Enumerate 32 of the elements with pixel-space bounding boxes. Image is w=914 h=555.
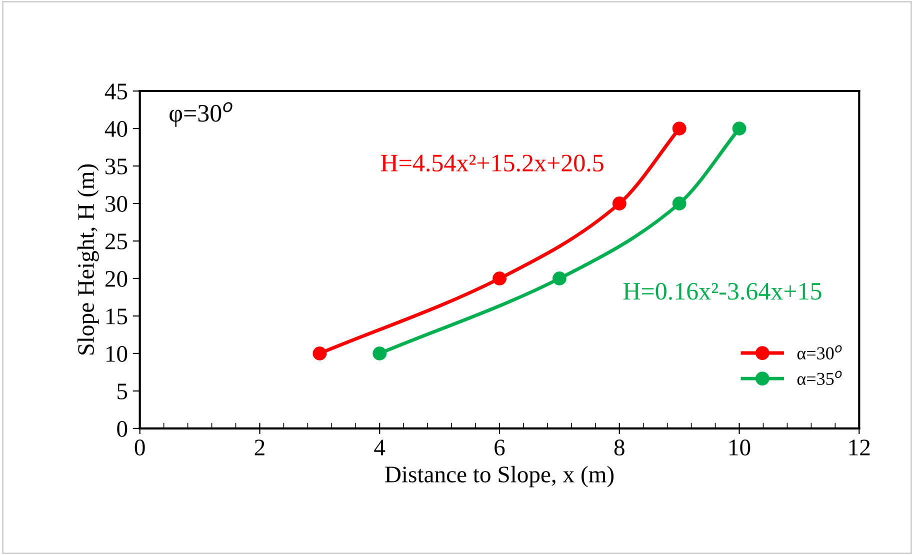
x-tick-label: 4 bbox=[374, 440, 386, 456]
point bbox=[312, 346, 327, 360]
y-tick-label: 30 bbox=[106, 196, 128, 212]
y-tick-label: 40 bbox=[104, 121, 128, 137]
x-tick-label: 8 bbox=[614, 440, 624, 456]
y-tick-label: 20 bbox=[105, 270, 128, 287]
point bbox=[612, 196, 626, 210]
x-tick-label: 12 bbox=[849, 440, 870, 456]
x-tick-label: 6 bbox=[494, 440, 505, 456]
y-tick-label: 10 bbox=[106, 346, 128, 362]
annotation: H=4.54x²+15.2x+20.5 bbox=[380, 154, 604, 172]
point bbox=[552, 272, 566, 286]
y-tick-label: 25 bbox=[105, 234, 128, 250]
y-axis-title: Slope Height, H (m) bbox=[77, 164, 99, 355]
y-tick-label: 45 bbox=[104, 84, 128, 100]
x-tick-label: 2 bbox=[254, 440, 264, 456]
y-tick-label: 0 bbox=[117, 420, 128, 437]
point bbox=[732, 122, 746, 136]
legend-label: α=35$^{o}$ bbox=[797, 370, 842, 385]
x-axis-title: Distance to Slope, x (m) bbox=[385, 466, 614, 488]
y-tick-label: 15 bbox=[106, 308, 128, 324]
y-tick-label: 35 bbox=[106, 158, 128, 174]
point bbox=[672, 122, 686, 136]
legend-label: α=30$^{o}$ bbox=[797, 345, 842, 360]
x-tick-label: 10 bbox=[730, 440, 750, 456]
point bbox=[672, 196, 686, 210]
x-tick-label: 0 bbox=[134, 440, 145, 456]
point bbox=[372, 346, 387, 360]
y-tick-label: 5 bbox=[118, 384, 128, 400]
annotation: H=0.16x²-3.64x+15 bbox=[623, 282, 822, 300]
annotation: φ=30$^{o}$ bbox=[170, 102, 232, 127]
point bbox=[492, 272, 506, 286]
